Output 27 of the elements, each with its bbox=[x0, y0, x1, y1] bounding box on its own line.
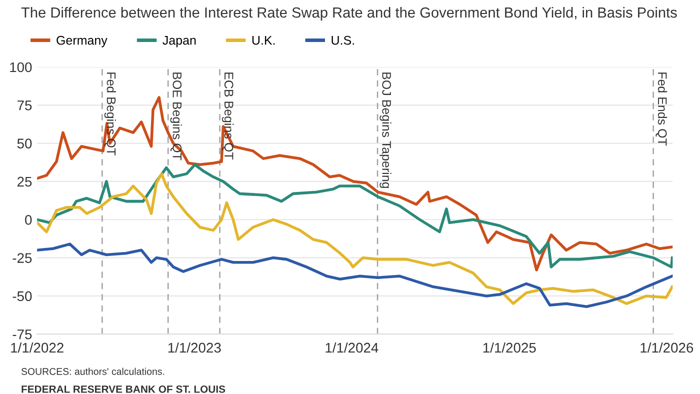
x-tick-label: 1/1/2023 bbox=[168, 342, 221, 353]
y-tick-label: -75 bbox=[12, 330, 32, 340]
ref-line-label: BOE Begins QT bbox=[170, 72, 182, 160]
y-tick-label: -25 bbox=[12, 253, 32, 263]
ref-line-label: ECB Begins QT bbox=[222, 72, 234, 160]
line-series bbox=[37, 96, 673, 272]
ref-line-label: BOJ Begins Tapering bbox=[380, 72, 392, 188]
y-tick-label: 75 bbox=[18, 100, 32, 110]
x-tick-label: 1/1/2025 bbox=[483, 342, 536, 353]
legend-label: Germany bbox=[56, 36, 108, 48]
y-tick-label: -50 bbox=[12, 291, 32, 302]
y-tick-label: 25 bbox=[17, 176, 32, 187]
x-tick-label: 1/1/2024 bbox=[326, 342, 378, 353]
ref-line-label: Fed Ends QT bbox=[656, 72, 668, 146]
legend-label: Japan bbox=[162, 36, 196, 48]
source-note: SOURCES: authors' calculations. bbox=[21, 368, 164, 375]
legend-label: U.K. bbox=[252, 36, 275, 45]
x-tick-label: 1/1/2022 bbox=[11, 342, 64, 353]
ref-line-label: Fed Begins QT bbox=[104, 72, 116, 156]
text: FEDERAL RESERVE BANK OF ST. LOUIS bbox=[22, 385, 226, 393]
y-tick-label: 50 bbox=[17, 138, 32, 148]
y-tick-label: 100 bbox=[10, 62, 32, 72]
legend-label: U.S. bbox=[332, 36, 354, 45]
y-tick-label: 0 bbox=[25, 214, 32, 225]
line-series bbox=[37, 242, 673, 308]
x-tick-label: 1/1/2026 bbox=[640, 342, 694, 353]
chart-title: The Difference between the Interest Rate Swap Rate and the Government Bond Yield, in Basis Points bbox=[21, 6, 677, 21]
